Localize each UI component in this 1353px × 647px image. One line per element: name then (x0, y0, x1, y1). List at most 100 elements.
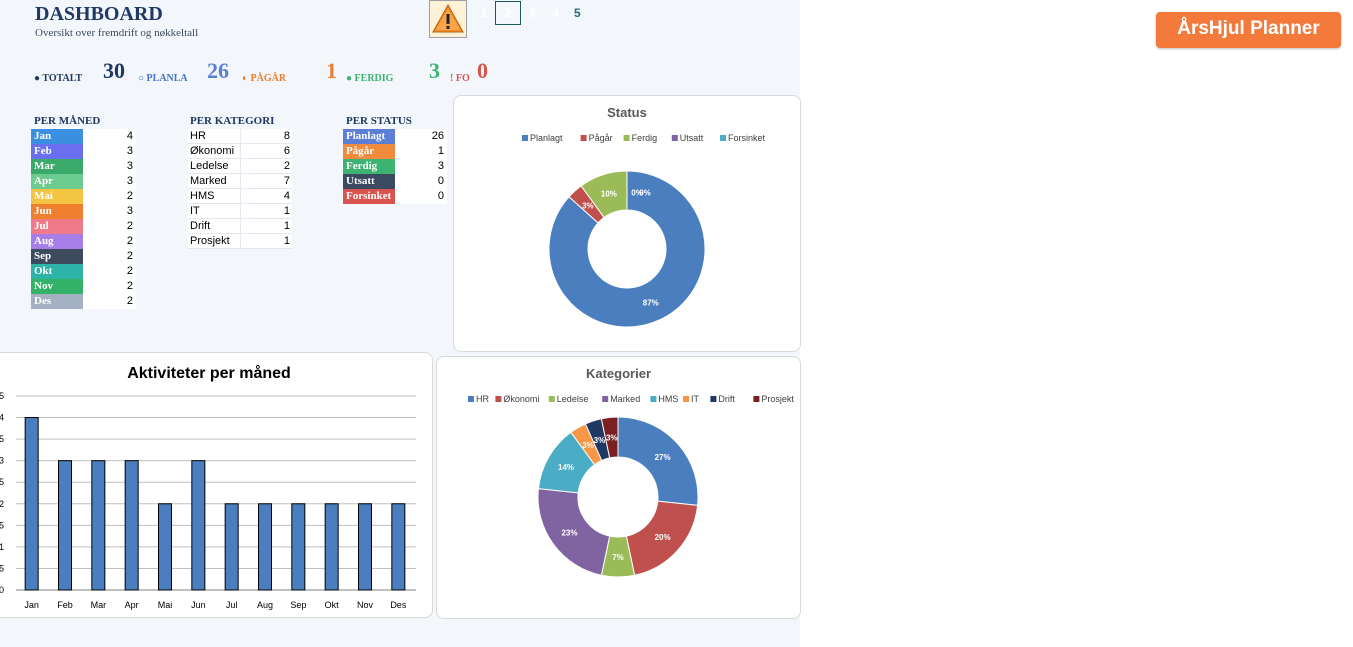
donut-data-label: 3% (606, 433, 618, 442)
month-row-label: Aug (31, 234, 83, 249)
donut-data-label: 23% (561, 528, 577, 537)
legend-swatch (671, 135, 678, 141)
legend-entry: HMS (658, 394, 678, 404)
month-row-label: Sep (31, 249, 83, 264)
legend-swatch (720, 135, 726, 141)
tab-4[interactable]: 4 (552, 6, 560, 20)
kategori-chart-panel[interactable]: Kategorier HR Økonomi Ledelse Marked HMS IT Dri… (436, 356, 801, 619)
kpi-forsinket-label: ! FO (450, 73, 470, 84)
donut-data-label: 0% (639, 189, 651, 198)
category-row-value: 8 (240, 129, 292, 144)
category-row-value: 7 (240, 174, 292, 189)
brand-button[interactable]: ÅrsHjul Planner (1156, 12, 1341, 48)
month-bar-chart: Aktiviteter per måned 0 0,5 1 1,5 2 2,5 3 3,5 4 4,… (0, 364, 416, 610)
y-tick-label: 3,5 (0, 434, 4, 444)
y-tick-label: 1 (0, 542, 4, 552)
donut-data-label: 7% (612, 553, 624, 562)
month-bar-chart-panel[interactable]: Aktiviteter per måned 0 0,5 1 1,5 2 2,5 3 3,5 4 4,… (0, 352, 433, 618)
category-row-value: 4 (240, 189, 292, 204)
tab-1[interactable]: 1 (480, 6, 488, 20)
legend-entry: Utsatt (680, 133, 704, 143)
legend-entry: Planlagt (530, 133, 563, 143)
category-row-value: 2 (240, 159, 292, 174)
x-tick-label: Mai (158, 600, 173, 610)
donut-data-label: 14% (558, 463, 574, 472)
legend-entry: Økonomi (503, 394, 539, 404)
kpi-pagar-value: 1 (326, 58, 337, 83)
x-tick-label: Okt (325, 600, 340, 610)
per-status-title: PER STATUS (346, 115, 412, 127)
month-row-value: 2 (83, 294, 136, 309)
category-row-label: HMS (188, 189, 240, 204)
donut-data-label: 3% (582, 441, 594, 450)
legend-swatch (650, 396, 657, 402)
warning-button[interactable] (429, 0, 467, 38)
x-tick-label: Des (390, 600, 407, 610)
kpi-ferdig: ● FERDIG (346, 68, 393, 86)
status-chart-panel[interactable]: Status Planlagt Pågår Ferdig Utsatt Forsinket… (453, 95, 801, 352)
y-tick-label: 0 (0, 585, 4, 595)
month-row-value: 2 (83, 264, 136, 279)
donut-slice (580, 170, 628, 219)
category-row-value: 1 (240, 219, 292, 234)
bar (224, 503, 239, 591)
x-tick-label: Jul (226, 600, 238, 610)
tab-3[interactable]: 3 (528, 6, 536, 20)
legend-entry: IT (691, 394, 700, 404)
bar (91, 460, 106, 591)
status-donut-chart: Status Planlagt Pågår Ferdig Utsatt Forsinket… (522, 105, 766, 328)
month-row-value: 3 (83, 159, 136, 174)
legend-swatch (548, 396, 555, 402)
category-row-label: Marked (188, 174, 240, 189)
status-row-label: Planlagt (343, 129, 395, 144)
category-row-label: Ledelse (188, 159, 240, 174)
x-tick-label: Feb (57, 600, 73, 610)
status-row-value: 3 (395, 159, 447, 174)
legend-entry: Marked (610, 394, 640, 404)
legend-swatch (710, 396, 717, 402)
donut-data-label: 3% (582, 202, 594, 211)
month-row-label: Jan (31, 129, 83, 144)
month-row-value: 4 (83, 129, 136, 144)
donut-slice (600, 416, 619, 459)
month-row-value: 3 (83, 144, 136, 159)
month-row-label: Jul (31, 219, 83, 234)
kpi-total: ● TOTALT (34, 68, 82, 86)
kpi-total-label: ● TOTALT (34, 73, 83, 84)
status-row-label: Ferdig (343, 159, 395, 174)
bar (191, 460, 206, 591)
month-row-value: 3 (83, 204, 136, 219)
kpi-planlagt-value: 26 (207, 58, 229, 83)
y-tick-label: 3 (0, 456, 4, 466)
kpi-forsinket: ! FO (450, 68, 470, 86)
tab-2[interactable]: 2 (495, 1, 521, 25)
bar (158, 503, 172, 591)
dashboard-sheet: DASHBOARD Oversikt over fremdrift og nøk… (0, 0, 801, 647)
bar (124, 460, 139, 591)
category-row-value: 1 (240, 204, 292, 219)
per-maned-title: PER MÅNED (34, 115, 101, 127)
status-row-value: 1 (395, 144, 447, 159)
x-tick-label: Aug (257, 600, 273, 610)
legend-swatch (623, 135, 630, 141)
legend-swatch (468, 396, 474, 402)
legend-entry: HR (476, 394, 489, 404)
month-row-label: Nov (31, 279, 83, 294)
kpi-total-value: 30 (103, 58, 125, 83)
x-tick-label: Jan (24, 600, 39, 610)
legend-swatch (602, 396, 609, 402)
kpi-pagar-label: ◐ PÅGÅR (242, 73, 287, 84)
legend-swatch (495, 396, 502, 402)
category-row-value: 6 (240, 144, 292, 159)
kpi-planlagt-label: ○ PLANLA (138, 73, 188, 84)
tab-5[interactable]: 5 (574, 6, 581, 20)
legend-entry: Ferdig (632, 133, 658, 143)
month-row-label: Jun (31, 204, 83, 219)
category-row-value: 1 (240, 234, 292, 249)
legend-entry: Forsinket (728, 133, 766, 143)
bar (358, 503, 372, 591)
bar (24, 417, 39, 591)
x-tick-label: Jun (191, 600, 206, 610)
y-tick-label: 2 (0, 499, 4, 509)
month-row-value: 2 (83, 189, 136, 204)
